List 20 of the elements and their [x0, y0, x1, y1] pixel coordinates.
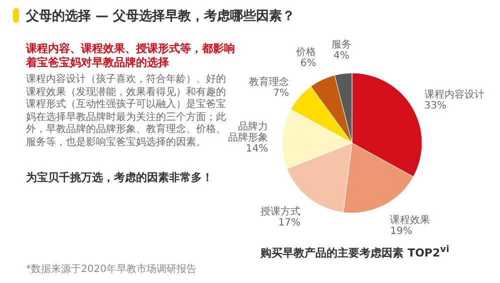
data-label: 33%	[424, 100, 447, 112]
data-label: 17%	[278, 217, 301, 228]
data-label: 19%	[390, 226, 412, 237]
text: 课程内容设计（孩子喜欢，符合年龄）、好的课程效果（发现潜能，效果看得见）和有趣的课程形式（互动性强孩子可以融入）是宝爸宝妈在选择早教品牌时最为关注的三个方面；此外，早教品牌的品牌形象、教育理念、价格、服务等，也是影响宝爸宝妈选择的因素。	[26, 74, 226, 148]
text: 课程内容、课程效果、授课形式等，都影响着宝爸宝妈对早教品牌的选择	[26, 42, 236, 70]
data-label: 6%	[300, 58, 316, 69]
text: *数据来源于2020年早教市场调研报告	[26, 262, 198, 276]
slice-label: 服务	[331, 38, 352, 51]
slice-label: 教育理念	[248, 76, 289, 88]
data-label: 4%	[334, 50, 350, 62]
slice-label: 课程内容设计	[424, 88, 484, 101]
slice-label: 品牌力品牌形象	[228, 120, 268, 144]
text: 为宝贝千挑万选，考虑的因素非常多！	[26, 170, 214, 185]
slice-label: 授课方式	[260, 205, 301, 218]
slice-label: 价格	[295, 46, 316, 58]
chart-title: 父母的选择 — 父母选择早教，考虑哪些因素？	[26, 8, 296, 25]
slice-label: 课程效果	[390, 214, 430, 226]
text: 购买早教产品的主要考虑因素 TOP2$^{vi}$	[259, 244, 450, 261]
data-label: 14%	[246, 144, 268, 155]
data-label: 7%	[273, 88, 289, 99]
